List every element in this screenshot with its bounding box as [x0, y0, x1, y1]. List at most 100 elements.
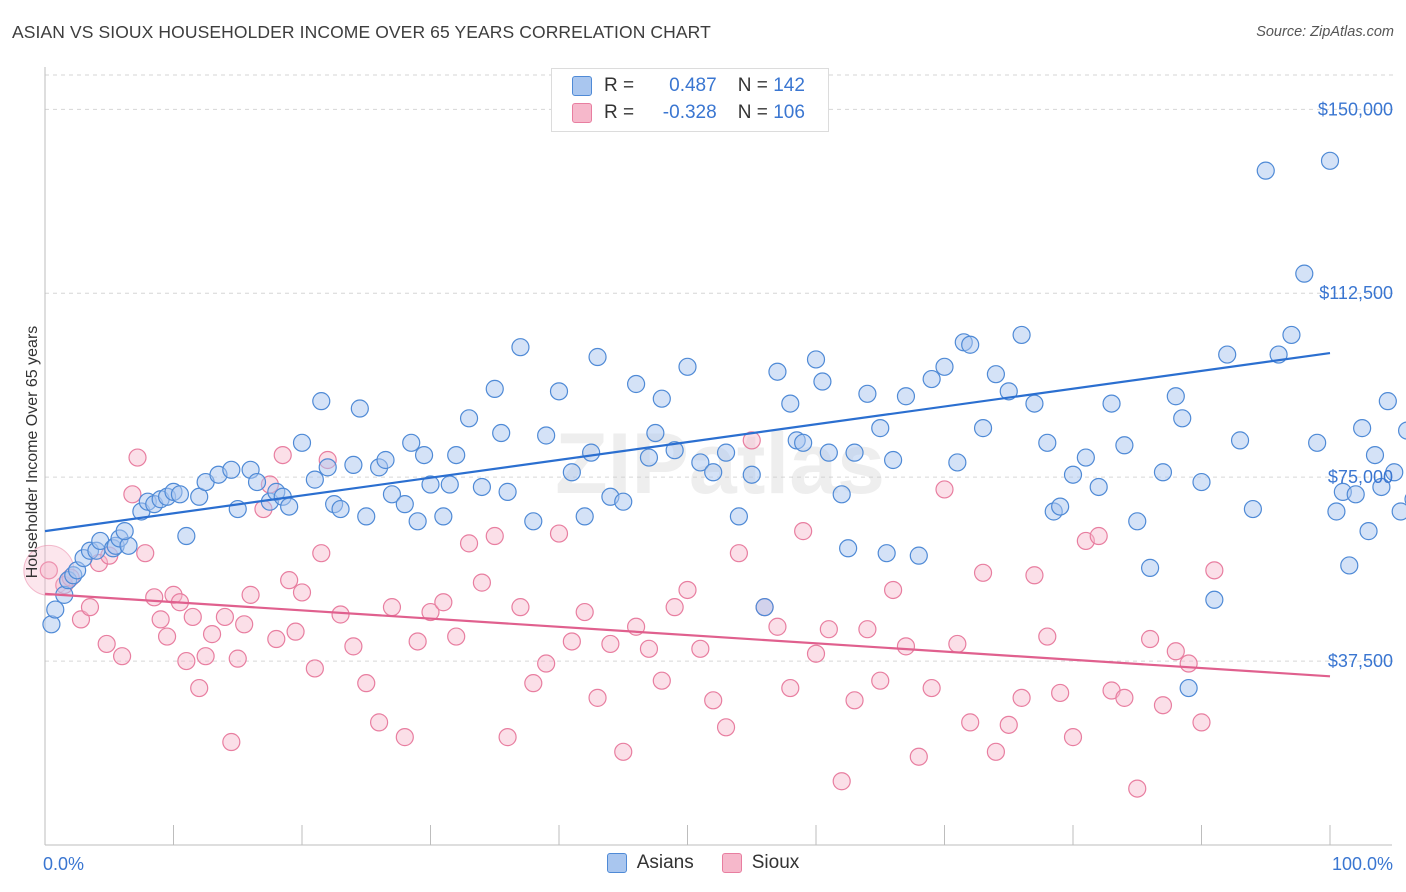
sioux-point	[273, 445, 292, 465]
asian-point	[678, 357, 697, 376]
sioux-point	[883, 580, 903, 600]
asian-point	[1230, 431, 1250, 450]
asian-point	[588, 347, 607, 367]
asian-point	[1089, 477, 1108, 497]
sioux-point	[112, 647, 132, 666]
n-value: 106	[773, 102, 805, 123]
asians-swatch	[606, 853, 627, 873]
asian-point	[1192, 472, 1211, 492]
sioux-point	[1179, 654, 1198, 673]
legend-item-asians[interactable]: Asians	[606, 852, 694, 874]
sioux-point	[742, 431, 761, 450]
sioux-point	[999, 715, 1018, 734]
asian-point	[402, 433, 421, 452]
sioux-point	[421, 602, 440, 622]
asian-point	[1295, 264, 1314, 283]
asian-point	[292, 433, 312, 452]
asian-point	[344, 455, 363, 475]
asian-point	[1012, 325, 1031, 345]
sioux-point	[228, 649, 247, 668]
asian-point	[408, 512, 427, 531]
sioux-point	[235, 615, 254, 634]
sioux-point	[305, 659, 324, 678]
sioux-point	[588, 688, 607, 707]
r-label: R =	[604, 75, 635, 96]
sioux-point	[639, 639, 659, 658]
asian-point	[1320, 151, 1340, 170]
asian-point	[447, 445, 466, 465]
asian-points	[42, 151, 1406, 698]
asian-point	[305, 470, 324, 489]
asian-point	[1282, 325, 1301, 345]
asian-point	[1218, 345, 1237, 364]
sioux-point	[601, 634, 620, 654]
asian-point	[177, 526, 196, 546]
y-tick-label: $112,500	[1319, 283, 1393, 303]
asians-swatch	[572, 76, 592, 96]
asian-point	[1346, 485, 1365, 504]
asian-point	[742, 465, 761, 484]
asian-point	[537, 426, 556, 445]
asian-point	[1256, 161, 1275, 180]
asian-point	[357, 507, 376, 526]
r-value: -0.328	[662, 102, 717, 123]
r-label: R =	[604, 102, 635, 123]
sioux-point	[196, 647, 215, 666]
legend-item-sioux[interactable]: Sioux	[721, 852, 799, 874]
sioux-point	[128, 448, 147, 467]
sioux-point	[948, 634, 967, 654]
asian-point	[794, 433, 813, 452]
asian-point	[382, 485, 402, 504]
sioux-point	[344, 637, 363, 656]
axes	[44, 67, 1392, 846]
sioux-point	[549, 524, 569, 543]
sioux-point	[241, 585, 260, 604]
source-label: Source: ZipAtlas.com	[1256, 24, 1394, 40]
asian-point	[986, 365, 1006, 384]
sioux-point	[832, 772, 851, 791]
sioux-point	[1192, 713, 1211, 732]
sioux-point	[909, 747, 928, 766]
asian-point	[1340, 556, 1359, 575]
series-legend: Asians Sioux	[0, 852, 1406, 874]
asian-point	[716, 443, 736, 462]
asian-point	[729, 507, 749, 526]
sioux-point	[716, 718, 736, 737]
sioux-point	[164, 585, 183, 604]
asian-point	[768, 362, 787, 381]
sioux-point	[652, 671, 671, 690]
sioux-point	[806, 644, 826, 663]
sioux-point	[562, 632, 581, 651]
sioux-point	[781, 678, 800, 698]
asian-point	[376, 450, 395, 470]
asian-point	[691, 453, 710, 472]
asian-point	[614, 492, 633, 511]
sioux-point	[370, 713, 389, 732]
asian-point	[312, 392, 331, 411]
asian-point	[1205, 590, 1224, 609]
gridlines	[45, 74, 1395, 662]
asian-point	[280, 497, 299, 516]
sioux-point	[794, 522, 813, 541]
asian-point	[562, 463, 581, 482]
sioux-point	[973, 563, 993, 582]
sioux-point	[819, 620, 838, 639]
asian-point	[46, 600, 65, 619]
asian-point	[1378, 392, 1397, 411]
n-label: N =	[737, 75, 768, 96]
sioux-point	[39, 561, 58, 580]
sioux-point	[537, 654, 556, 673]
sioux-point	[704, 691, 723, 710]
asian-point	[704, 463, 723, 482]
sioux-point	[97, 634, 116, 654]
legend-label-asians: Asians	[636, 852, 694, 873]
asian-point	[222, 460, 241, 479]
asian-point	[1385, 463, 1404, 482]
sioux-point	[1089, 526, 1108, 546]
n-value: 142	[773, 75, 805, 96]
sioux-point	[395, 728, 414, 747]
asian-point	[498, 482, 517, 501]
sioux-point	[986, 742, 1006, 761]
asian-point	[414, 445, 434, 465]
